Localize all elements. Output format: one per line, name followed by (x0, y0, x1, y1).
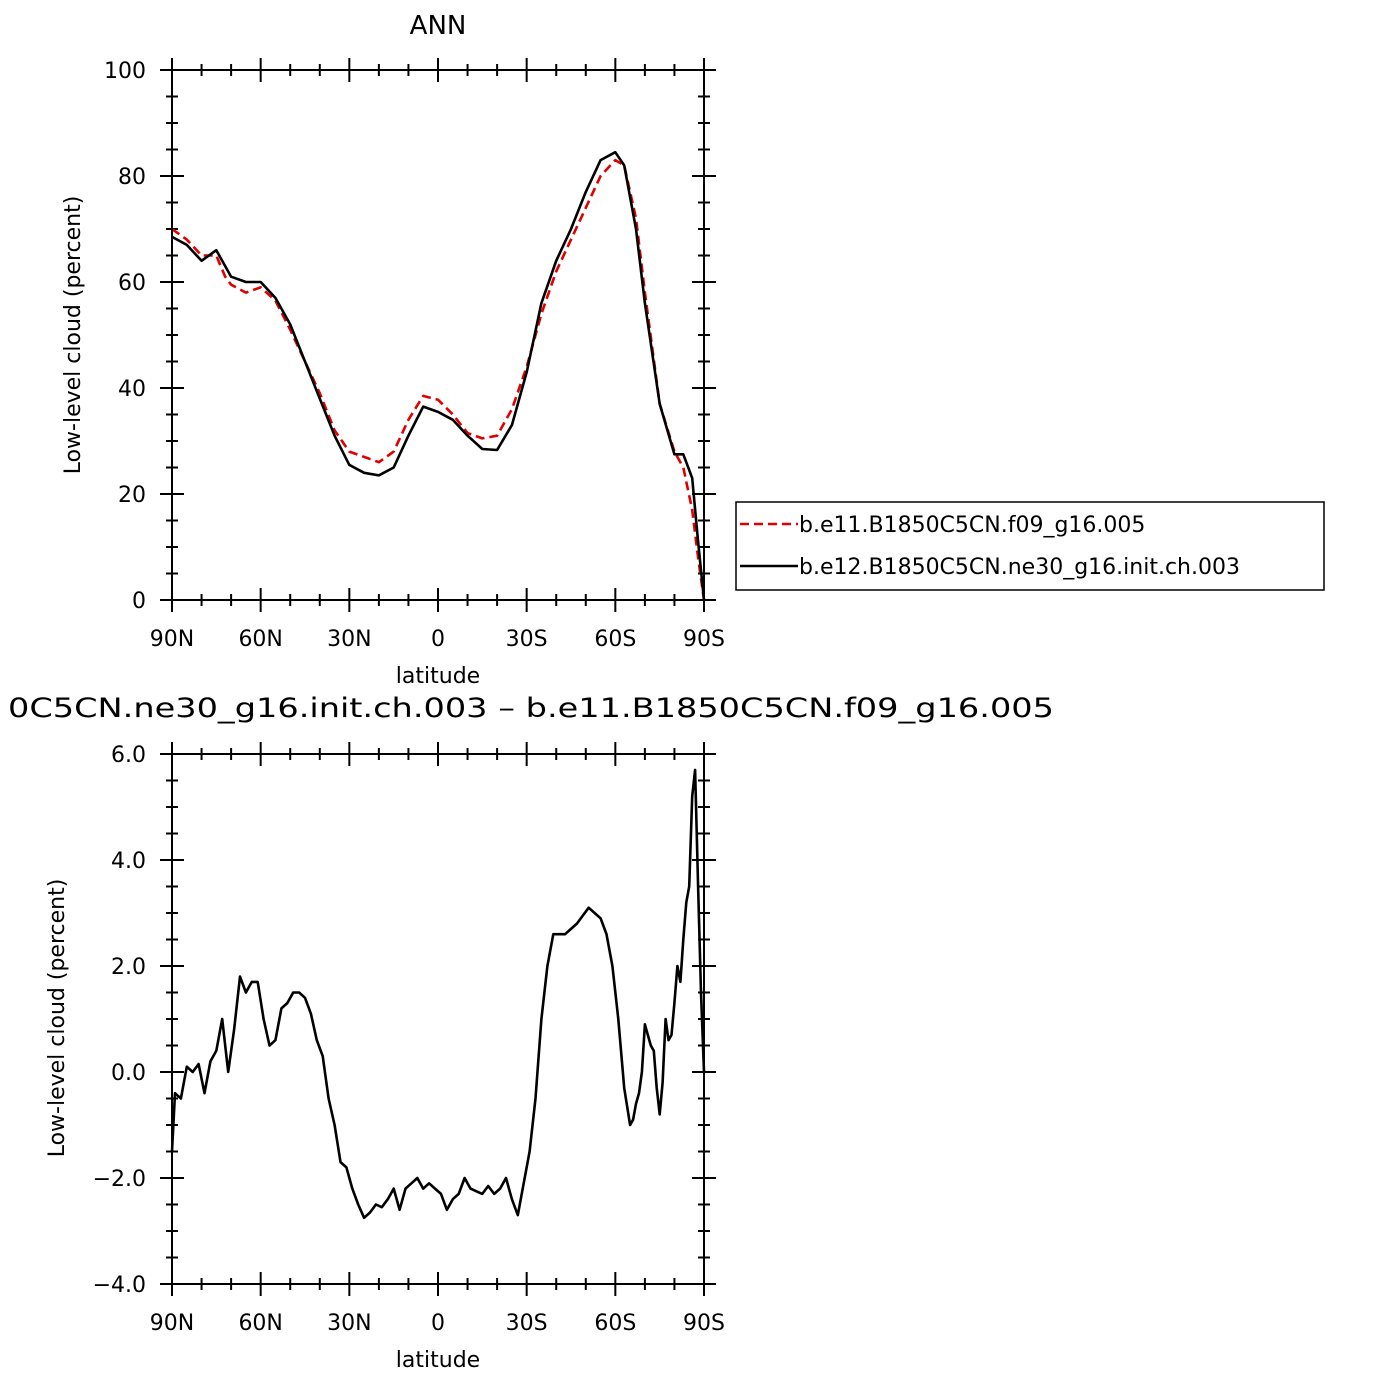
x-tick-label: 90S (683, 1311, 725, 1336)
legend-label-series-2: b.e12.B1850C5CN.ne30_g16.init.ch.003 (799, 555, 1240, 580)
series-lines-bottom (170, 768, 706, 1220)
chart-title-top: ANN (410, 11, 467, 41)
y-tick-label: 60 (118, 271, 146, 296)
x-tick-label: 60N (238, 1311, 282, 1336)
x-axis-label-bottom: latitude (396, 1348, 480, 1373)
x-tick-label: 60S (594, 1311, 636, 1336)
y-tick-label: 6.0 (111, 743, 146, 768)
y-tick-label: 4.0 (111, 849, 146, 874)
chart-title-bottom: 0C5CN.ne30_g16.init.ch.003 – b.e11.B1850… (8, 693, 1054, 724)
y-axis-label-bottom: Low-level cloud (percent) (45, 879, 70, 1158)
series-lines-top (171, 150, 706, 601)
ticks-top: 90N 60N 30N 0 30S 60S 90S 0 20 40 60 80 100 (104, 58, 725, 652)
series-line-top-2 (171, 150, 706, 601)
y-axis-label-top: Low-level cloud (percent) (61, 196, 86, 475)
y-tick-label: 100 (104, 59, 146, 84)
y-tick-label: 80 (118, 165, 146, 190)
x-axis-label-top: latitude (396, 664, 480, 689)
x-tick-label: 90S (683, 627, 725, 652)
legend-box (735, 501, 1325, 591)
y-tick-label: −4.0 (93, 1273, 146, 1298)
plot-frame-bottom (171, 753, 705, 1285)
panel-top: ANN Low-level cloud (percent) latitude 9… (61, 11, 1325, 689)
x-tick-label: 30S (506, 627, 548, 652)
y-tick-label: −2.0 (93, 1167, 146, 1192)
x-tick-label: 90N (150, 627, 194, 652)
x-tick-label: 30S (506, 1311, 548, 1336)
y-tick-label: 0 (132, 589, 146, 614)
x-tick-label: 60N (238, 627, 282, 652)
legend: b.e11.B1850C5CN.f09_g16.005 b.e12.B1850C… (735, 501, 1325, 591)
y-tick-label: 20 (118, 483, 146, 508)
x-tick-label: 0 (431, 627, 445, 652)
ticks-bottom: 90N 60N 30N 0 30S 60S 90S −4.0 −2.0 0.0 2.0 4.0 6.0 (93, 742, 725, 1336)
series-line-top-1 (171, 158, 706, 601)
x-tick-label: 30N (327, 627, 371, 652)
panel-bottom: 0C5CN.ne30_g16.init.ch.003 – b.e11.B1850… (8, 693, 1054, 1373)
series-line-bottom-1 (170, 768, 706, 1220)
x-tick-label: 90N (150, 1311, 194, 1336)
y-tick-label: 40 (118, 377, 146, 402)
plot-frame-top (171, 69, 705, 601)
x-tick-label: 30N (327, 1311, 371, 1336)
y-tick-label: 0.0 (111, 1061, 146, 1086)
x-tick-label: 60S (594, 627, 636, 652)
x-tick-label: 0 (431, 1311, 445, 1336)
legend-label-series-1: b.e11.B1850C5CN.f09_g16.005 (799, 513, 1145, 538)
y-tick-label: 2.0 (111, 955, 146, 980)
